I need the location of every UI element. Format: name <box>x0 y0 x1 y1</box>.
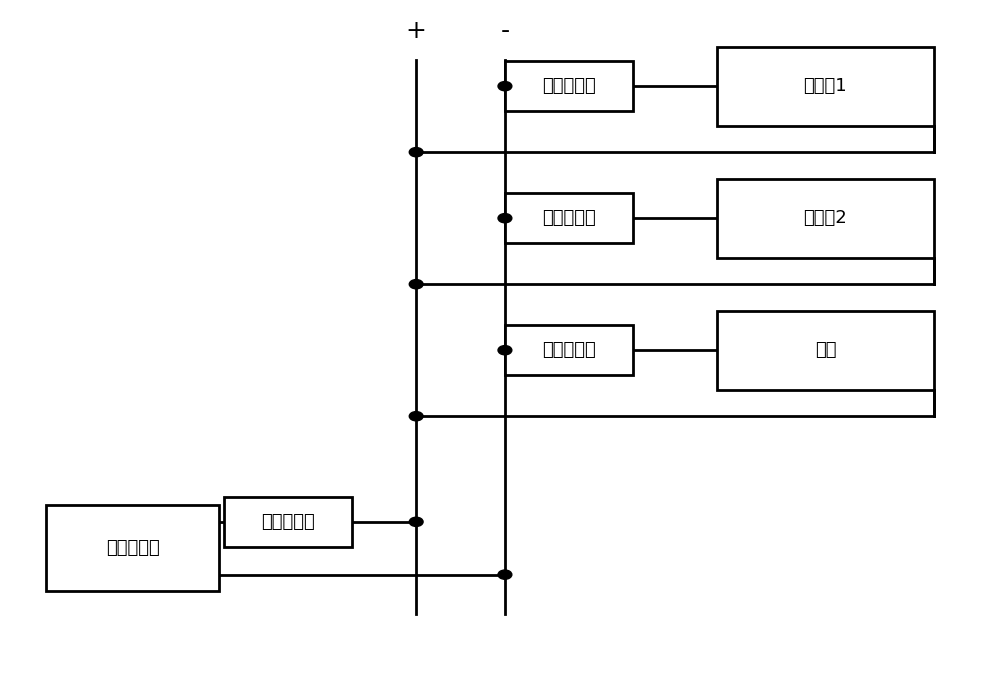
Circle shape <box>498 570 512 579</box>
Circle shape <box>498 346 512 355</box>
Bar <box>224 497 352 547</box>
Bar <box>717 311 934 390</box>
Text: 过流保护器: 过流保护器 <box>542 209 596 227</box>
Bar <box>505 326 633 375</box>
Bar <box>505 193 633 243</box>
Circle shape <box>409 280 423 289</box>
Text: 过流保护器: 过流保护器 <box>261 513 315 531</box>
Text: 负载: 负载 <box>815 341 836 359</box>
Text: -: - <box>500 20 509 43</box>
Text: 过流保护器: 过流保护器 <box>542 77 596 95</box>
Text: 主供电电源: 主供电电源 <box>106 539 160 557</box>
Circle shape <box>409 412 423 421</box>
Circle shape <box>498 214 512 223</box>
Text: 过流保护器: 过流保护器 <box>542 341 596 359</box>
Bar <box>46 506 219 591</box>
Circle shape <box>409 517 423 526</box>
Text: +: + <box>406 20 427 43</box>
Bar <box>717 179 934 257</box>
Text: 蓄电池2: 蓄电池2 <box>804 209 847 227</box>
Text: 蓄电池1: 蓄电池1 <box>804 77 847 95</box>
Circle shape <box>409 148 423 157</box>
Bar <box>505 61 633 111</box>
Bar <box>717 47 934 126</box>
Circle shape <box>498 82 512 91</box>
